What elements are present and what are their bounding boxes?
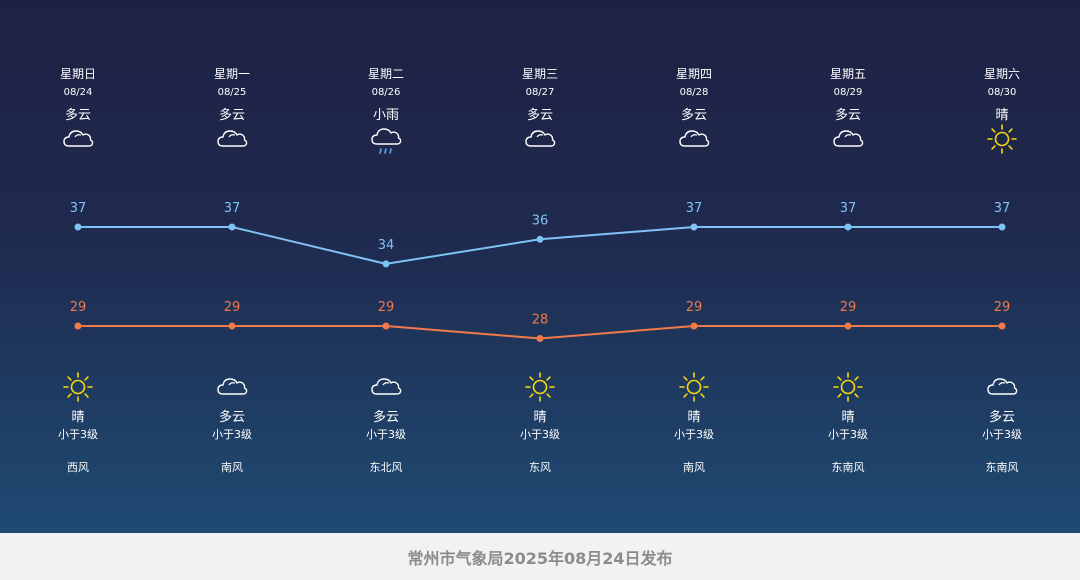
cloud-icon xyxy=(523,124,557,154)
sun-icon xyxy=(985,124,1019,154)
low-temp-point xyxy=(74,322,82,330)
high-temp-point xyxy=(844,223,852,231)
wind-level-label: 小于3级 xyxy=(520,428,560,441)
wind-level-label: 小于3级 xyxy=(58,428,98,441)
low-temp-point xyxy=(998,322,1006,330)
low-temp-data-label: 29 xyxy=(994,300,1011,315)
low-temp-data-label: 29 xyxy=(70,300,87,315)
high-temp-point xyxy=(382,260,390,268)
forecast-panel xyxy=(0,0,1080,533)
date-label: 08/30 xyxy=(987,87,1017,98)
wind-level-label: 小于3级 xyxy=(212,428,252,441)
weekday-label: 星期五 xyxy=(829,67,866,81)
day-weather-label: 多云 xyxy=(218,108,245,123)
wind-level-label: 小于3级 xyxy=(828,428,868,441)
high-temp-point xyxy=(74,223,82,231)
high-temp-point xyxy=(536,235,544,243)
wind-direction-label: 东北风 xyxy=(369,461,403,474)
temperature-chart: 37 37 34 36 37 37 37 29 29 29 28 29 29 29 xyxy=(70,201,1011,342)
day-weather-label: 多云 xyxy=(680,108,707,123)
wind-direction-label: 东南风 xyxy=(985,461,1019,474)
publisher-footer: 常州市气象局2025年08月24日发布 xyxy=(0,533,1080,580)
low-temp-data-label: 29 xyxy=(840,300,857,315)
weekday-label: 星期一 xyxy=(213,67,250,81)
day-weather-label: 多云 xyxy=(834,108,861,123)
high-temp-point xyxy=(998,223,1006,231)
weekday-label: 星期四 xyxy=(675,67,712,81)
wind-level-label: 小于3级 xyxy=(982,428,1022,441)
night-weather-label: 晴 xyxy=(533,410,547,425)
sun-icon xyxy=(523,372,557,402)
night-weather-label: 晴 xyxy=(687,410,701,425)
high-temp-point xyxy=(228,223,236,231)
wind-direction-label: 东风 xyxy=(529,461,551,474)
high-temp-data-label: 37 xyxy=(994,201,1011,216)
cloud-icon xyxy=(985,372,1019,402)
footer-text: 常州市气象局2025年08月24日发布 xyxy=(407,548,673,568)
weekday-label: 星期日 xyxy=(59,67,96,81)
wind-level-label: 小于3级 xyxy=(366,428,406,441)
weekday-label: 星期三 xyxy=(521,67,558,81)
date-label: 08/25 xyxy=(217,87,247,98)
date-label: 08/28 xyxy=(679,87,709,98)
sun-icon xyxy=(831,372,865,402)
night-weather-label: 晴 xyxy=(841,410,855,425)
rain-icon xyxy=(369,124,403,154)
low-temp-data-label: 29 xyxy=(224,300,241,315)
weekday-label: 星期六 xyxy=(983,67,1020,81)
date-label: 08/26 xyxy=(371,87,401,98)
day-weather-label: 晴 xyxy=(995,108,1009,123)
wind-level-label: 小于3级 xyxy=(674,428,714,441)
high-temp-data-label: 34 xyxy=(378,238,395,253)
day-weather-label: 多云 xyxy=(526,108,553,123)
day-weather-label: 小雨 xyxy=(372,108,399,123)
sun-icon xyxy=(677,372,711,402)
cloud-icon xyxy=(677,124,711,154)
high-temp-data-label: 37 xyxy=(70,201,87,216)
date-label: 08/27 xyxy=(525,87,555,98)
weekday-label: 星期二 xyxy=(367,67,404,81)
cloud-icon xyxy=(61,124,95,154)
low-temp-point xyxy=(690,322,698,330)
day-weather-label: 多云 xyxy=(64,108,91,123)
night-weather-label: 晴 xyxy=(71,410,85,425)
high-temp-data-label: 37 xyxy=(686,201,703,216)
date-label: 08/29 xyxy=(833,87,863,98)
low-temp-point xyxy=(382,322,390,330)
wind-direction-label: 西风 xyxy=(67,461,89,474)
cloud-icon xyxy=(215,124,249,154)
night-weather-label: 多云 xyxy=(988,410,1015,425)
sun-icon xyxy=(61,372,95,402)
wind-direction-label: 东南风 xyxy=(831,461,865,474)
low-temp-data-label: 29 xyxy=(686,300,703,315)
night-weather-label: 多云 xyxy=(372,410,399,425)
night-weather-label: 多云 xyxy=(218,410,245,425)
date-label: 08/24 xyxy=(63,87,93,98)
high-temp-data-label: 37 xyxy=(224,201,241,216)
cloud-icon xyxy=(831,124,865,154)
high-temp-data-label: 37 xyxy=(840,201,857,216)
low-temp-point xyxy=(844,322,852,330)
wind-direction-label: 南风 xyxy=(221,461,243,474)
high-temp-line xyxy=(78,226,1002,265)
low-temp-data-label: 29 xyxy=(378,300,395,315)
low-temp-data-label: 28 xyxy=(532,313,549,328)
cloud-icon xyxy=(215,372,249,402)
low-temp-point xyxy=(228,322,236,330)
cloud-icon xyxy=(369,372,403,402)
high-temp-point xyxy=(690,223,698,231)
wind-direction-label: 南风 xyxy=(683,461,705,474)
low-temp-point xyxy=(536,335,544,342)
high-temp-data-label: 36 xyxy=(532,213,549,228)
